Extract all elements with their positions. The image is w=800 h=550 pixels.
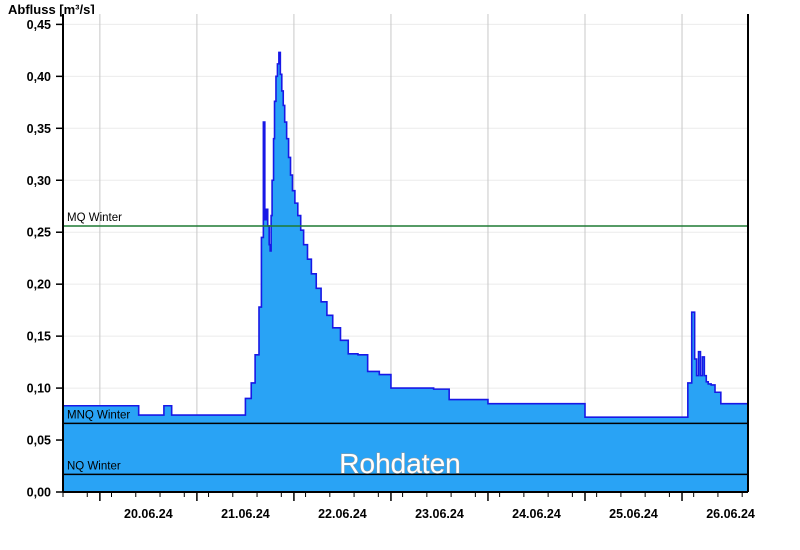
reference-label-0: MQ Winter	[67, 212, 122, 224]
discharge-line	[63, 51, 748, 418]
x-tick-label: 23.06.24	[415, 507, 464, 521]
discharge-fill	[63, 52, 748, 492]
chart-title: Abfluss [m³/s]	[8, 2, 95, 17]
discharge-area	[63, 52, 748, 492]
reference-label-1: MNQ Winter	[67, 409, 130, 421]
y-tick-label: 0,35	[27, 122, 51, 136]
discharge-outline	[63, 51, 748, 418]
x-tick-label: 20.06.24	[124, 507, 173, 521]
y-axis-ticks: 0,00 0,05 0,10 0,15 0,20 0,25 0,30 0,35 0,40 0,45	[27, 18, 63, 500]
y-tick-label: 0,40	[27, 70, 51, 84]
svg-text:Rohdaten: Rohdaten	[339, 448, 460, 479]
y-tick-label: 0,10	[27, 382, 51, 396]
y-tick-label: 0,30	[27, 174, 51, 188]
y-tick-label: 0,45	[27, 18, 51, 32]
y-tick-label: 0,15	[27, 330, 51, 344]
y-tick-label: 0,25	[27, 226, 51, 240]
reference-lines	[63, 225, 748, 476]
y-tick-label: 0,00	[27, 486, 51, 500]
x-tick-label: 26.06.24	[706, 507, 755, 521]
x-tick-label: 24.06.24	[512, 507, 561, 521]
y-tick-label: 0,20	[27, 278, 51, 292]
reference-label-2: NQ Winter	[67, 460, 121, 472]
x-tick-label: 22.06.24	[318, 507, 367, 521]
y-tick-label: 0,05	[27, 434, 51, 448]
x-tick-label: 25.06.24	[609, 507, 658, 521]
x-tick-label: 21.06.24	[221, 507, 270, 521]
x-axis-ticks: 20.06.24 21.06.24 22.06.24 23.06.24 24.06.24…	[62, 492, 755, 521]
watermark: Rohdaten	[339, 448, 461, 480]
reference-line-labels: MQ Winter MNQ Winter NQ Winter	[67, 212, 130, 472]
axes	[62, 14, 749, 493]
